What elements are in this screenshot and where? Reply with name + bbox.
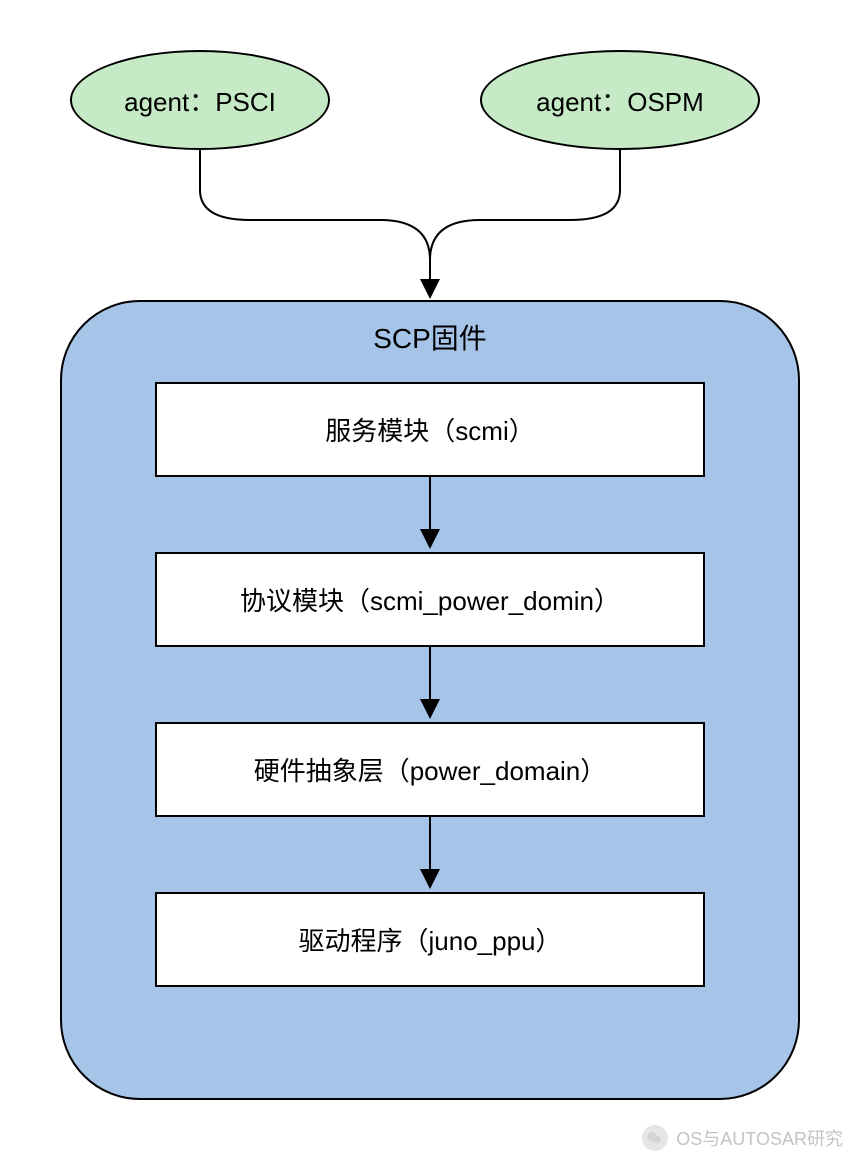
driver-module-box: 驱动程序（juno_ppu） [155,892,705,987]
agent-ospm-node: agent：OSPM [480,50,760,150]
hal-module-label: 硬件抽象层（power_domain） [254,751,607,788]
agent-ospm-label: agent：OSPM [536,82,704,119]
watermark-text: OS与AUTOSAR研究 [676,1125,843,1151]
service-module-label: 服务模块（scmi） [325,411,534,448]
container-title: SCP固件 [62,317,798,357]
protocol-module-box: 协议模块（scmi_power_domin） [155,552,705,647]
wechat-icon [642,1125,668,1151]
scp-firmware-container: SCP固件 服务模块（scmi） 协议模块（scmi_power_domin） [60,300,800,1100]
agent-psci-node: agent：PSCI [70,50,330,150]
watermark: OS与AUTOSAR研究 [642,1125,843,1151]
arrow-3 [420,817,440,892]
arrow-1 [420,477,440,552]
agent-psci-label: agent：PSCI [124,82,276,119]
flowchart-diagram: agent：PSCI agent：OSPM SCP固件 服务模块（scmi） [0,0,863,1166]
merge-connector [0,150,863,305]
driver-module-label: 驱动程序（juno_ppu） [299,921,562,958]
arrow-2 [420,647,440,722]
service-module-box: 服务模块（scmi） [155,382,705,477]
protocol-module-label: 协议模块（scmi_power_domin） [240,581,620,618]
hal-module-box: 硬件抽象层（power_domain） [155,722,705,817]
